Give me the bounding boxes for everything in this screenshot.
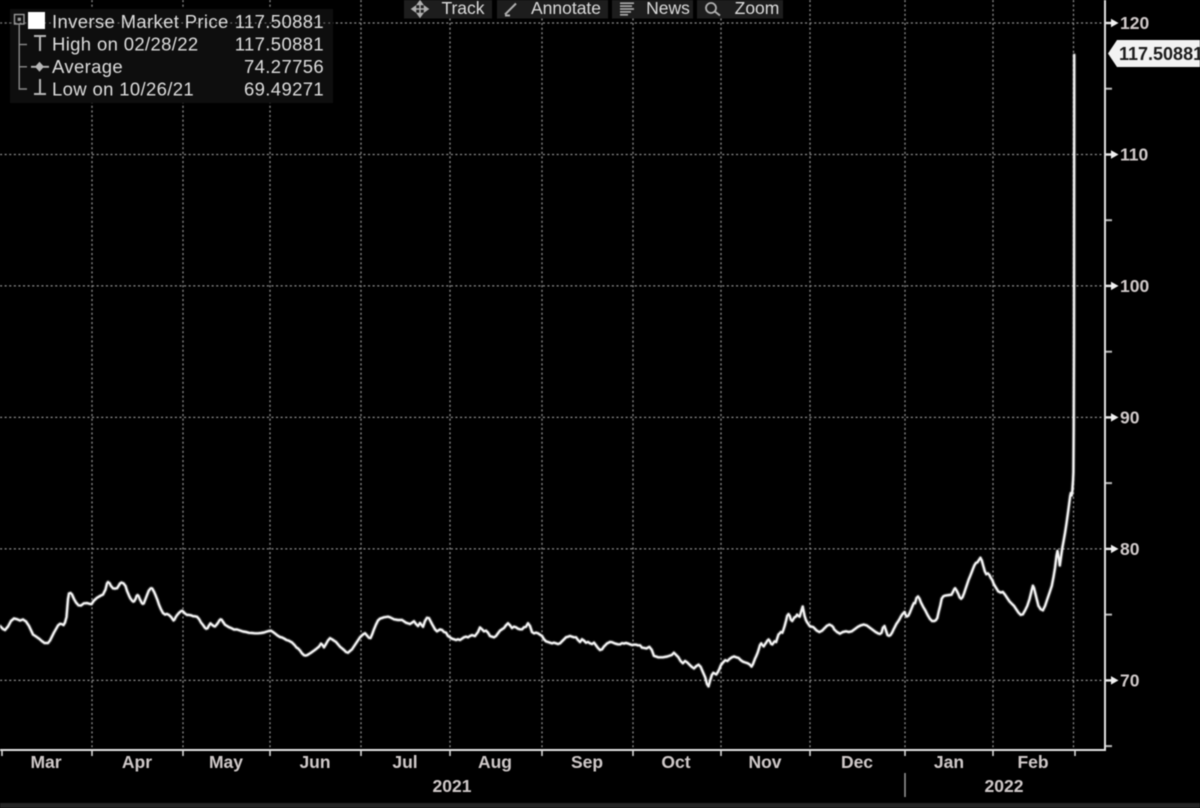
svg-text:Low on 10/26/21: Low on 10/26/21 xyxy=(52,79,194,100)
svg-text:Aug: Aug xyxy=(478,752,512,772)
svg-text:Track: Track xyxy=(441,0,484,18)
svg-text:Feb: Feb xyxy=(1017,752,1048,772)
svg-text:2022: 2022 xyxy=(985,776,1024,796)
svg-text:110: 110 xyxy=(1120,145,1148,165)
svg-text:Zoom: Zoom xyxy=(735,0,780,18)
svg-text:Dec: Dec xyxy=(841,752,873,772)
svg-text:2021: 2021 xyxy=(433,776,472,796)
svg-text:90: 90 xyxy=(1120,407,1140,427)
svg-text:Average: Average xyxy=(52,56,123,77)
svg-text:Sep: Sep xyxy=(571,752,603,772)
svg-text:Mar: Mar xyxy=(30,752,61,772)
svg-text:Inverse Market Price: Inverse Market Price xyxy=(52,11,229,32)
svg-text:Jul: Jul xyxy=(392,752,417,772)
svg-text:117.50881: 117.50881 xyxy=(235,34,324,55)
svg-text:74.27756: 74.27756 xyxy=(244,56,324,77)
svg-text:Oct: Oct xyxy=(661,752,690,772)
svg-text:100: 100 xyxy=(1120,276,1149,296)
svg-text:70: 70 xyxy=(1120,670,1140,690)
svg-text:Nov: Nov xyxy=(748,752,781,772)
svg-text:117.50881: 117.50881 xyxy=(1119,44,1200,64)
svg-text:Annotate: Annotate xyxy=(531,0,601,18)
svg-text:120: 120 xyxy=(1120,13,1149,33)
svg-text:High on 02/28/22: High on 02/28/22 xyxy=(52,34,199,55)
svg-text:117.50881: 117.50881 xyxy=(235,11,324,32)
svg-text:80: 80 xyxy=(1120,539,1140,559)
svg-text:News: News xyxy=(646,0,690,18)
svg-text:May: May xyxy=(209,752,243,772)
svg-text:Jun: Jun xyxy=(299,752,330,772)
svg-text:Apr: Apr xyxy=(122,752,152,772)
svg-text:Jan: Jan xyxy=(934,752,964,772)
svg-text:69.49271: 69.49271 xyxy=(244,79,324,100)
